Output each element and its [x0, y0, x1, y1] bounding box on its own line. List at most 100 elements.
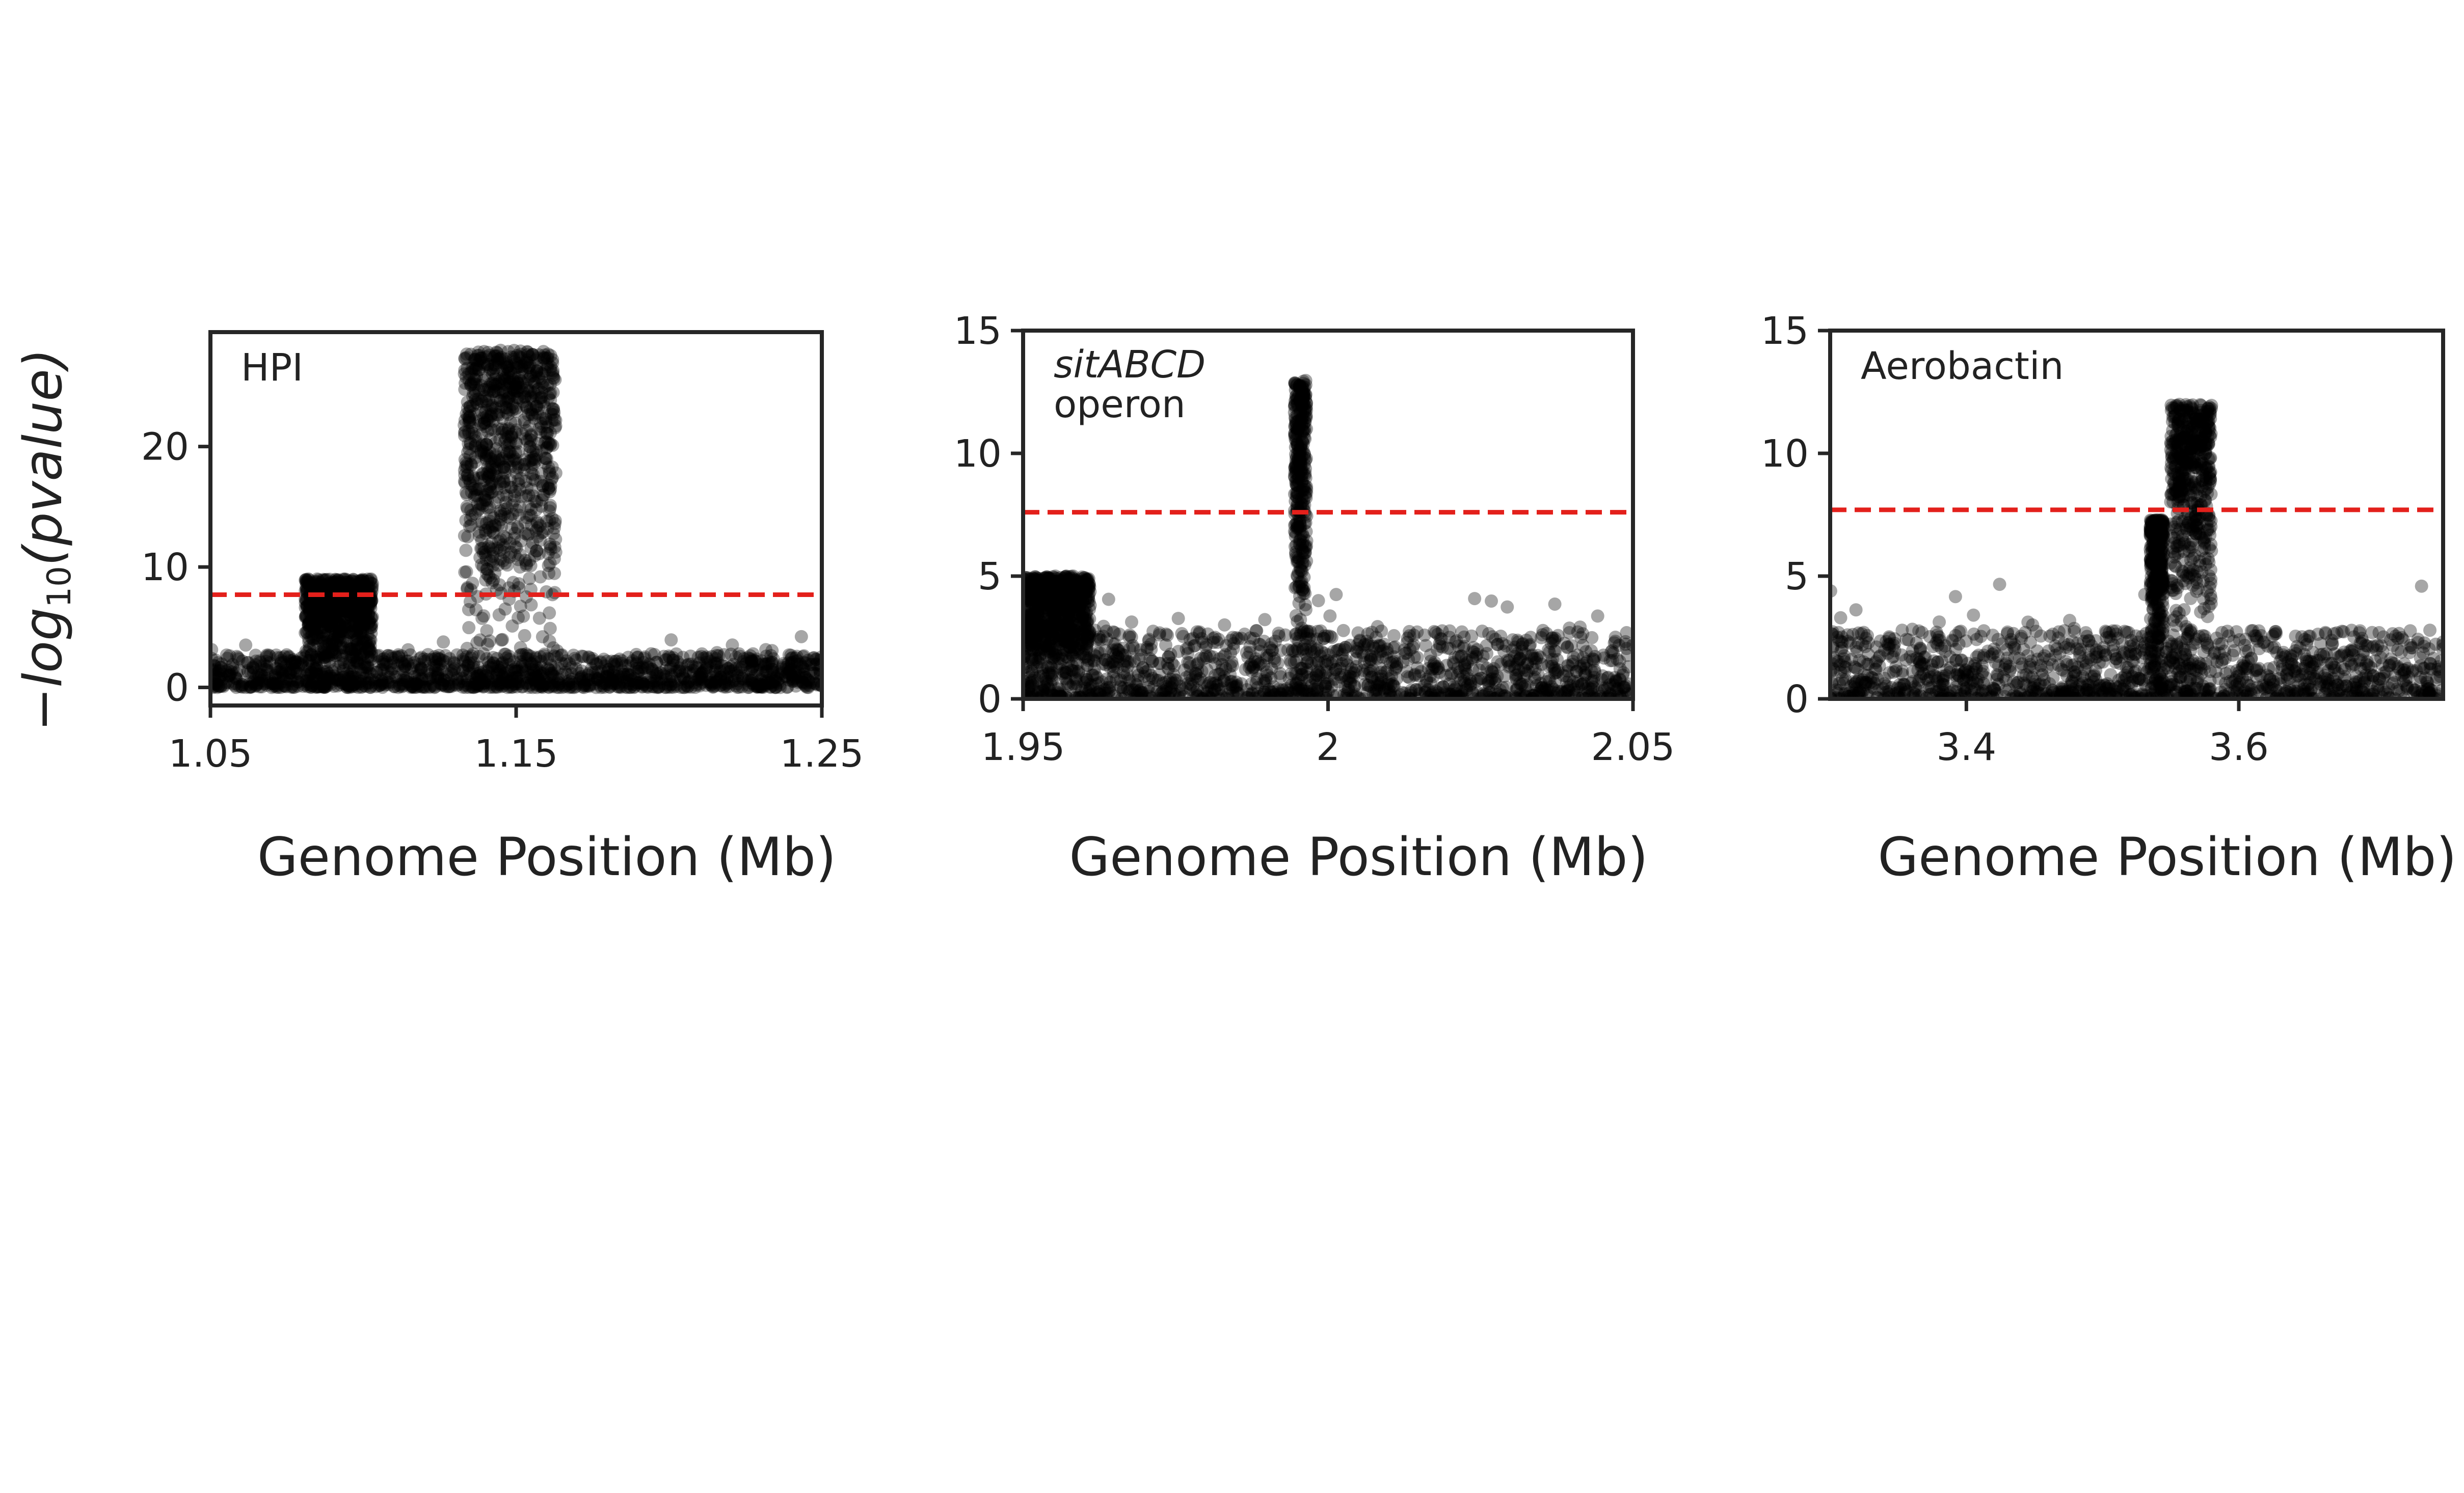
data-point: [320, 670, 334, 684]
data-point: [640, 680, 654, 694]
data-point: [1102, 592, 1115, 606]
data-point: [317, 680, 331, 693]
data-point: [461, 469, 474, 482]
data-point: [681, 680, 694, 694]
data-point: [581, 679, 595, 693]
data-point: [464, 378, 477, 392]
data-point: [228, 678, 242, 692]
data-point: [451, 677, 465, 691]
data-point: [304, 681, 318, 694]
data-point: [415, 674, 428, 688]
data-point: [518, 390, 531, 404]
data-point: [808, 651, 821, 665]
data-point: [219, 665, 233, 678]
data-point: [744, 654, 758, 668]
data-point: [266, 677, 280, 691]
data-point: [512, 360, 526, 374]
data-point: [470, 369, 484, 383]
data-point: [269, 671, 282, 685]
data-point: [476, 499, 490, 512]
data-point: [510, 466, 523, 480]
data-point: [1183, 656, 1196, 670]
data-point: [472, 672, 486, 686]
data-point: [210, 680, 220, 693]
data-point: [477, 383, 491, 397]
data-point: [511, 391, 524, 405]
data-point: [501, 674, 515, 688]
data-point: [288, 656, 302, 669]
data-point: [608, 677, 622, 691]
data-point: [492, 663, 506, 677]
data-point: [462, 416, 476, 429]
data-point: [294, 658, 308, 672]
data-point: [741, 681, 755, 694]
data-point: [486, 485, 499, 499]
data-point: [488, 349, 501, 363]
data-point: [447, 678, 461, 692]
data-point: [759, 657, 773, 671]
data-point: [388, 670, 402, 684]
data-point: [531, 382, 545, 396]
data-point: [587, 677, 601, 691]
data-point: [308, 662, 322, 675]
data-point: [483, 524, 497, 537]
data-point: [520, 652, 533, 665]
data-point: [223, 660, 237, 674]
data-point: [717, 680, 731, 694]
data-point: [536, 681, 550, 694]
data-point: [302, 676, 316, 690]
data-point: [301, 660, 315, 673]
data-point: [548, 373, 562, 387]
data-point: [755, 678, 768, 692]
data-point: [470, 489, 484, 503]
data-point: [473, 354, 487, 367]
data-point: [515, 359, 528, 373]
data-point: [637, 677, 651, 691]
data-point: [507, 343, 521, 357]
data-point: [211, 656, 225, 670]
data-point: [481, 470, 495, 483]
data-point: [536, 488, 550, 502]
data-point: [283, 666, 297, 680]
data-point: [340, 678, 354, 692]
data-point: [534, 420, 548, 433]
data-point: [350, 638, 364, 652]
data-point: [261, 664, 275, 678]
data-point: [694, 670, 708, 684]
data-point: [330, 595, 343, 609]
data-point: [555, 648, 569, 662]
data-point: [520, 434, 534, 448]
data-point: [436, 654, 450, 667]
data-point: [718, 675, 732, 689]
data-point: [381, 664, 394, 678]
data-point: [459, 459, 472, 473]
data-point: [265, 677, 279, 691]
data-point: [494, 400, 508, 414]
data-point: [268, 676, 282, 690]
data-point: [562, 677, 576, 691]
data-point: [589, 681, 603, 694]
data-point: [539, 452, 553, 466]
data-point: [1404, 684, 1418, 697]
data-point: [296, 658, 309, 671]
data-point: [310, 681, 324, 694]
data-point: [518, 453, 532, 467]
data-point: [512, 677, 525, 691]
data-point: [377, 657, 390, 671]
data-point: [663, 662, 677, 676]
data-point: [472, 668, 486, 682]
data-point: [586, 673, 600, 687]
data-point: [287, 663, 301, 676]
data-point: [498, 423, 512, 437]
data-point: [344, 600, 358, 614]
data-point: [552, 677, 566, 691]
data-point: [305, 678, 319, 692]
data-point: [586, 652, 600, 666]
data-point: [228, 670, 242, 684]
data-point: [761, 657, 775, 671]
data-point: [501, 395, 515, 409]
data-point: [552, 662, 566, 675]
data-point: [456, 648, 470, 662]
data-point: [540, 427, 554, 441]
data-point: [438, 678, 451, 692]
